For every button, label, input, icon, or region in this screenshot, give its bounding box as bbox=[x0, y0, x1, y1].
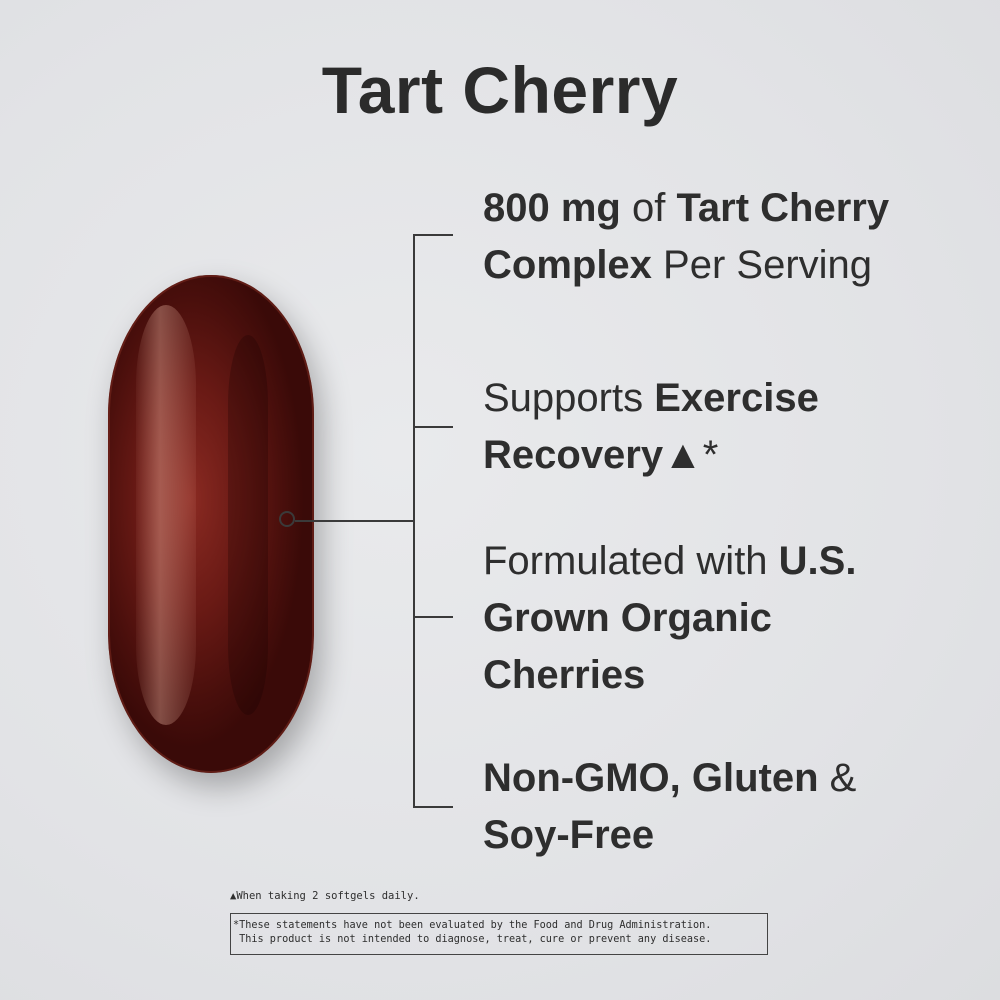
feature-organic: Formulated with U.S. Grown Organic Cherr… bbox=[483, 539, 857, 697]
connector-dot bbox=[279, 511, 295, 527]
bracket-tick bbox=[413, 806, 453, 808]
bracket-line bbox=[413, 234, 415, 808]
connector-line bbox=[295, 520, 414, 522]
feature-recovery: Supports Exercise Recovery▲* bbox=[483, 376, 819, 477]
page-title: Tart Cherry bbox=[321, 53, 679, 127]
footnote: ▲When taking 2 softgels daily. bbox=[230, 890, 420, 902]
fda-disclaimer: *These statements have not been evaluate… bbox=[230, 913, 768, 955]
softgel-image bbox=[108, 275, 314, 773]
feature-dosage: 800 mg of Tart Cherry Complex Per Servin… bbox=[483, 186, 890, 287]
feature-free-from: Non-GMO, Gluten & Soy-Free bbox=[483, 756, 857, 857]
bracket-tick bbox=[413, 234, 453, 236]
bracket-tick bbox=[413, 426, 453, 428]
bracket-tick bbox=[413, 616, 453, 618]
